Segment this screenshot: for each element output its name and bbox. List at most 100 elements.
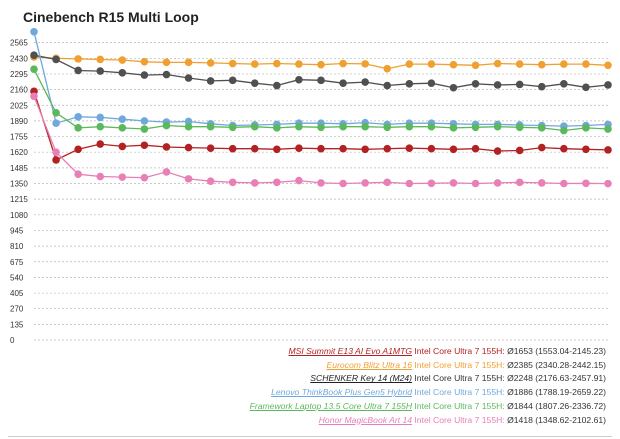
data-point [361,60,369,68]
data-point [582,60,590,68]
data-point [206,59,215,67]
legend-stats: Ø1844 (1807.26-2336.72) [507,400,606,411]
data-point [427,79,436,88]
data-point [96,113,105,122]
data-point [339,59,347,68]
data-point [273,178,281,187]
data-point [295,60,303,68]
legend-series-name[interactable]: SCHENKER Key 14 (M24) [310,373,413,384]
data-point [228,123,237,132]
data-point [295,122,303,131]
data-point [228,59,237,68]
data-point [604,81,612,89]
data-point [471,123,480,132]
legend-series-name[interactable]: Framework Laptop 13.5 Core Ultra 7 155H [249,400,413,411]
legend-entry: Eurocom Blitz Ultra 16 Intel Core Ultra … [326,359,606,370]
data-point [140,117,149,125]
legend-entry: Honor MagicBook Art 14 Intel Core Ultra … [318,414,606,425]
data-point [383,144,392,153]
legend-cpu: Intel Core Ultra 7 155H [414,373,503,384]
data-point [52,108,60,117]
y-tick-label: 1890 [10,117,28,126]
data-point [295,176,303,185]
y-tick-label: 2430 [10,54,28,63]
y-axis: 0 135 270 405 540 675 810 945 1080 1215 1350 1485 16… [10,39,28,345]
y-tick-label: 1485 [10,164,28,173]
data-point [361,78,369,86]
data-point [52,55,60,64]
data-point [96,140,105,148]
data-point [582,145,590,154]
data-point [273,145,281,154]
y-tick-label: 405 [10,289,24,298]
legend-cpu: Intel Core Ultra 7 155H [414,359,503,370]
y-tick-label: 2160 [10,86,28,95]
data-point [515,60,524,68]
data-point [405,122,414,131]
data-point [339,79,347,88]
legend-entry: SCHENKER Key 14 (M24) Intel Core Ultra 7… [310,373,606,384]
data-point [30,51,38,59]
data-point [560,60,568,68]
y-tick-label: 945 [10,226,24,235]
data-point [250,60,259,68]
chart-title: Cinebench R15 Multi Loop [23,9,199,25]
data-point [228,144,237,153]
data-point [273,81,281,90]
data-point [52,148,60,156]
data-point [184,74,193,82]
legend-series-name[interactable]: Lenovo ThinkBook Plus Gen5 Hybrid [271,387,413,398]
data-point [405,80,414,88]
data-point [427,122,436,131]
legend-entry: MSI Summit E13 AI Evo A1MTG Intel Core U… [288,346,607,356]
data-point [140,57,149,66]
data-point [537,124,546,132]
data-point [471,179,480,188]
data-point [537,60,546,69]
data-point [74,113,82,121]
data-point [405,60,414,68]
y-tick-label: 1620 [10,148,28,157]
data-point [140,173,149,182]
data-point [515,80,524,89]
legend-cpu: Intel Core Ultra 7 155H [414,387,503,398]
data-point [206,144,215,152]
data-point [339,144,347,153]
legend-series-name[interactable]: Eurocom Blitz Ultra 16 [326,359,413,370]
data-point [515,146,524,155]
data-point [339,179,347,188]
data-point [471,144,480,153]
data-point [184,117,193,126]
data-point [560,126,568,135]
data-point [184,58,193,67]
legend-stats: Ø1653 (1553.04-2145.23) [507,346,606,356]
data-point [162,58,171,67]
data-point [295,75,303,84]
data-point [493,122,502,131]
data-point [52,119,60,128]
series-2 [30,51,612,92]
data-point [383,123,392,132]
legend-series-name[interactable]: Honor MagicBook Art 14 [318,414,413,425]
data-point [537,82,546,91]
series-5 [30,92,612,188]
data-point [449,124,458,132]
data-point [74,170,82,179]
data-point [74,124,82,132]
data-point [250,179,259,187]
data-point [604,61,612,70]
data-point [317,179,325,187]
legend-series-name[interactable]: MSI Summit E13 AI Evo A1MTG [288,346,413,356]
data-point [582,83,590,92]
data-point [449,60,458,69]
data-point [537,179,546,187]
data-point [96,122,105,131]
legend-stats: Ø2248 (2176.63-2457.91) [507,373,606,384]
series-0 [30,87,612,164]
legend-entry: Lenovo ThinkBook Plus Gen5 Hybrid Intel … [271,387,606,398]
series-4 [30,65,612,135]
data-point [273,59,281,68]
data-point [427,60,436,68]
data-point [361,179,369,187]
data-point [74,55,82,63]
